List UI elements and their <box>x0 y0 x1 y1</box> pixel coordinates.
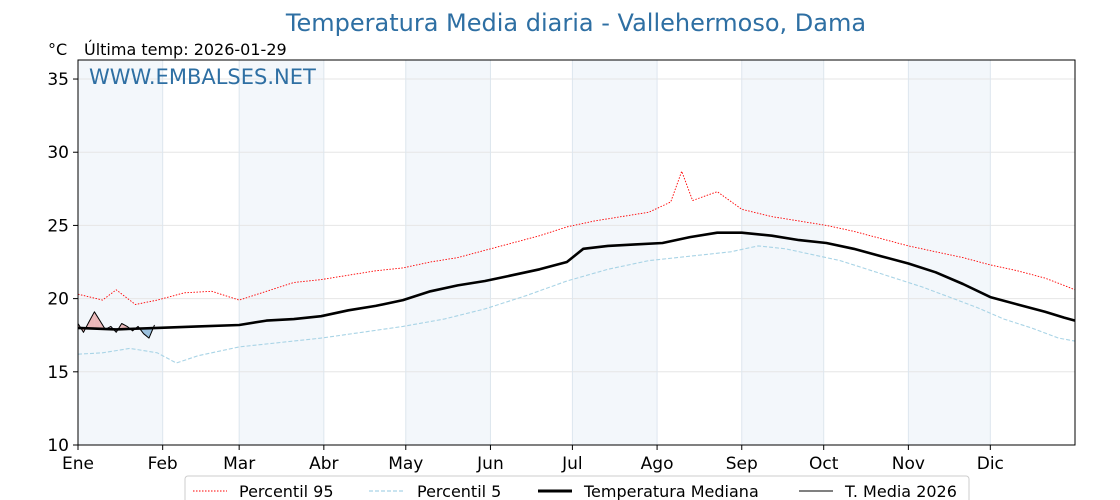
x-tick-label-ene: Ene <box>62 454 94 474</box>
watermark: WWW.EMBALSES.NET <box>89 65 316 89</box>
legend-label-2026: T. Media 2026 <box>844 482 957 500</box>
y-axis-unit: °C <box>48 40 67 59</box>
last-temp-label: Última temp: 2026-01-29 <box>84 40 287 59</box>
series-lines <box>77 170 1076 364</box>
y-tick-label-30: 30 <box>47 143 69 163</box>
x-tick-label-may: May <box>388 454 423 474</box>
y-tick-label-15: 15 <box>47 363 69 383</box>
y-tick-label-35: 35 <box>47 70 69 90</box>
x-tick-label-dic: Dic <box>977 454 1004 474</box>
month-bands <box>78 60 991 445</box>
range-segment-3 <box>88 311 95 329</box>
x-axis: Ene Feb Mar Abr May Jun Jul Ago Sep Oct Nov Dic <box>62 445 1004 474</box>
x-tick-label-feb: Feb <box>148 454 178 474</box>
x-tick-label-jun: Jun <box>476 454 504 474</box>
series-line-t-media-2026 <box>77 311 155 339</box>
month-band-may <box>405 60 491 445</box>
x-tick-label-nov: Nov <box>892 454 925 474</box>
series-line-temperatura-mediana <box>77 231 1076 331</box>
x-tick-label-oct: Oct <box>809 454 839 474</box>
y-axis: 10 15 20 25 30 35 <box>47 70 78 456</box>
x-tick-label-ago: Ago <box>641 454 674 474</box>
month-band-mar <box>239 60 324 445</box>
legend-box <box>184 475 970 500</box>
series-line-percentil-5 <box>77 245 1076 364</box>
x-tick-label-sep: Sep <box>726 454 758 474</box>
range-segment-4 <box>94 311 100 329</box>
y-tick-label-20: 20 <box>47 290 69 310</box>
x-tick-label-abr: Abr <box>309 454 338 474</box>
plot-frame <box>77 59 1076 446</box>
legend: Percentil 95 Percentil 5 Temperatura Med… <box>184 475 970 500</box>
x-tick-label-mar: Mar <box>223 454 255 474</box>
range-segment-13 <box>143 328 150 339</box>
series-line-percentil-95 <box>77 170 1076 305</box>
month-band-sep <box>741 60 824 445</box>
y-tick-label-10: 10 <box>47 436 69 456</box>
month-band-nov <box>908 60 991 445</box>
range-segment-9 <box>121 323 128 330</box>
legend-label-p5: Percentil 5 <box>417 482 501 500</box>
legend-label-median: Temperatura Mediana <box>583 482 759 500</box>
month-band-ene <box>78 60 163 445</box>
chart-title: Temperatura Media diaria - Vallehermoso,… <box>285 9 866 37</box>
legend-label-p95: Percentil 95 <box>239 482 334 500</box>
month-band-jul <box>572 60 658 445</box>
x-tick-label-jul: Jul <box>561 454 583 474</box>
y-tick-label-25: 25 <box>47 216 69 236</box>
